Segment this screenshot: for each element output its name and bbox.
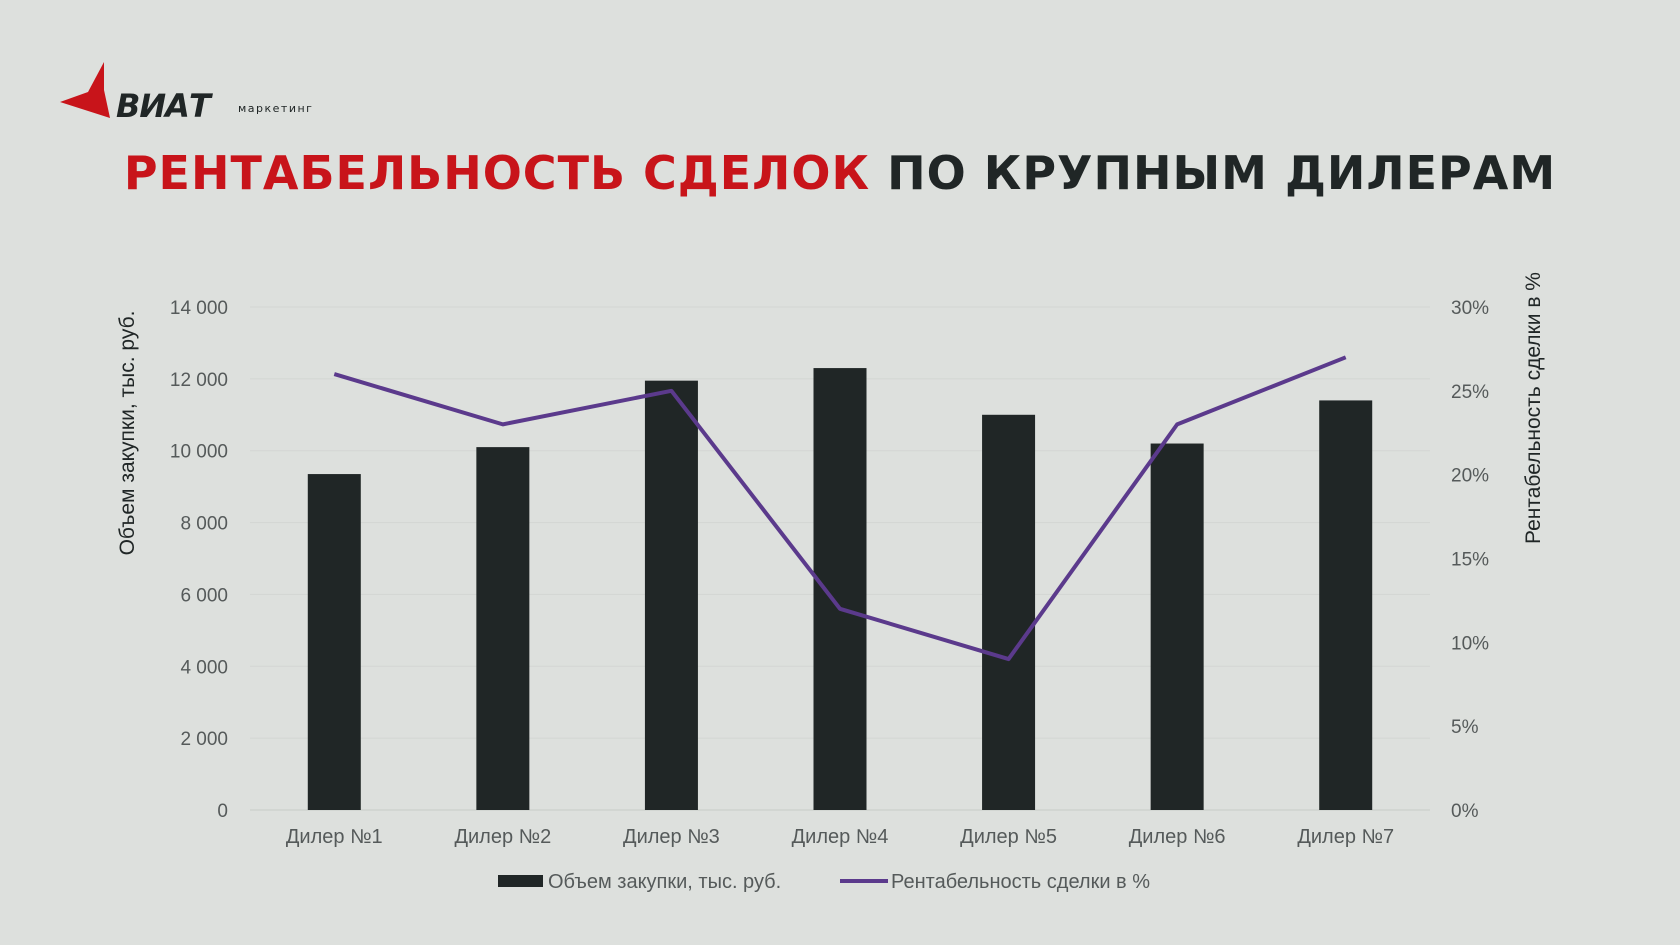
x-tick-label: Дилер №6 xyxy=(1129,826,1226,848)
legend-label-line: Рентабельность сделки в % xyxy=(891,871,1150,893)
x-tick-label: Дилер №4 xyxy=(792,826,889,848)
y-axis-title: Объем закупки, тыс. руб. xyxy=(116,311,139,556)
y2-tick-label: 5% xyxy=(1451,717,1479,738)
logo-subtitle: маркетинг xyxy=(238,102,314,115)
logo-name: ВИАТ xyxy=(116,87,211,125)
x-tick-label: Дилер №1 xyxy=(286,826,383,848)
page-title: РЕНТАБЕЛЬНОСТЬ СДЕЛОК ПО КРУПНЫМ ДИЛЕРАМ xyxy=(0,146,1680,200)
y2-tick-label: 15% xyxy=(1451,550,1489,571)
legend-swatch-bar xyxy=(498,875,543,887)
title-highlight: РЕНТАБЕЛЬНОСТЬ СДЕЛОК xyxy=(123,146,871,200)
y-tick-label: 10 000 xyxy=(170,442,228,463)
y-tick-label: 4 000 xyxy=(180,657,228,678)
y-tick-label: 12 000 xyxy=(170,370,228,391)
bar xyxy=(813,368,867,810)
y-tick-label: 2 000 xyxy=(180,729,228,750)
bar xyxy=(1150,443,1204,810)
title-rest: ПО КРУПНЫМ ДИЛЕРАМ xyxy=(887,146,1557,200)
bar xyxy=(1319,400,1373,810)
y2-tick-label: 0% xyxy=(1451,801,1479,822)
logo: ВИАТ маркетинг xyxy=(60,62,360,132)
x-tick-label: Дилер №3 xyxy=(623,826,720,848)
y2-tick-label: 30% xyxy=(1451,298,1489,319)
y-tick-label: 6 000 xyxy=(180,585,228,606)
logo-arrow-icon xyxy=(60,62,110,118)
y2-tick-label: 10% xyxy=(1451,633,1489,654)
y2-axis-title: Рентабельность сделки в % xyxy=(1522,272,1545,544)
y-tick-label: 14 000 xyxy=(170,298,228,319)
legend-label-bar: Объем закупки, тыс. руб. xyxy=(548,871,781,893)
y2-tick-label: 25% xyxy=(1451,382,1489,403)
y-tick-label: 8 000 xyxy=(180,514,228,535)
x-tick-label: Дилер №5 xyxy=(960,826,1057,848)
y2-tick-label: 20% xyxy=(1451,466,1489,487)
bar xyxy=(644,380,698,810)
x-tick-label: Дилер №7 xyxy=(1297,826,1394,848)
bar xyxy=(307,474,361,810)
y-tick-label: 0 xyxy=(217,801,228,822)
x-tick-label: Дилер №2 xyxy=(454,826,551,848)
bar xyxy=(476,447,530,810)
bar xyxy=(982,414,1036,810)
